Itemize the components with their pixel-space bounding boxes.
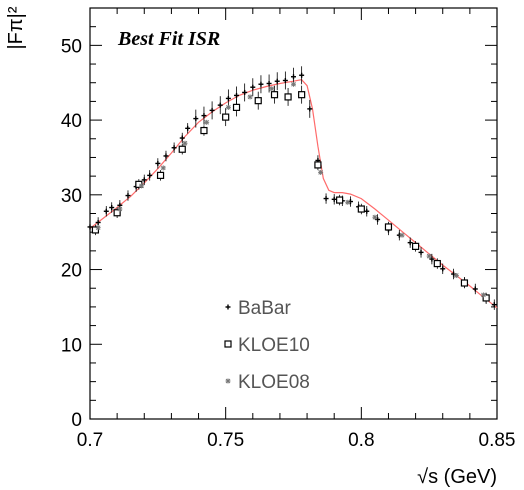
kloe08-point xyxy=(247,94,253,100)
kloe10-point xyxy=(460,279,469,287)
legend-label-babar: BaBar xyxy=(238,298,291,319)
x-tick-label: 0.7 xyxy=(77,430,103,451)
babar-point xyxy=(364,208,370,214)
kloe08-point xyxy=(318,169,324,175)
kloe08-point xyxy=(372,214,378,220)
kloe10-point xyxy=(222,113,230,121)
kloe10-point xyxy=(113,209,121,217)
babar-point xyxy=(125,193,131,199)
babar-point xyxy=(282,77,288,83)
babar-point xyxy=(266,80,272,86)
babar-point xyxy=(323,196,329,202)
chart-title: Best Fit ISR xyxy=(117,28,220,50)
kloe10-point xyxy=(357,205,365,213)
kloe08-point xyxy=(204,119,210,125)
babar-point xyxy=(171,145,177,151)
x-tick-label: 0.8 xyxy=(348,430,374,451)
babar-point xyxy=(163,153,169,159)
y-tick-label: 30 xyxy=(61,186,82,207)
babar-point xyxy=(225,95,231,101)
kloe08-point xyxy=(269,86,275,92)
babar-point xyxy=(307,106,313,112)
babar-point xyxy=(95,219,101,225)
babar-point xyxy=(331,196,337,202)
babar-point xyxy=(440,266,446,272)
babar-point xyxy=(87,224,93,230)
babar-point xyxy=(185,125,191,131)
kloe08-point xyxy=(139,183,145,189)
y-tick-label: 40 xyxy=(61,111,82,132)
fit-curve-line xyxy=(89,79,498,309)
kloe08-point xyxy=(426,253,432,259)
kloe10-point xyxy=(482,294,490,302)
babar-point xyxy=(234,92,240,98)
data-points xyxy=(87,66,497,310)
babar-point xyxy=(291,74,296,80)
kloe10-point xyxy=(270,91,279,99)
axis-ticks xyxy=(89,7,498,420)
babar-point xyxy=(103,208,109,214)
x-tick-label: 0.85 xyxy=(479,430,516,451)
kloe08-point xyxy=(182,140,188,146)
babar-point xyxy=(274,78,280,84)
babar-point xyxy=(429,256,435,262)
tick-labels: 0 10 20 30 40 50 0.7 0.75 0.8 0.85 xyxy=(61,36,516,451)
kloe10-point xyxy=(314,161,322,169)
babar-point xyxy=(472,286,478,292)
babar-point xyxy=(491,302,497,308)
kloe10-point xyxy=(284,93,292,101)
x-axis-title: √s (GeV) xyxy=(417,466,497,488)
babar-point xyxy=(242,89,248,95)
kloe08-point xyxy=(453,273,459,279)
babar-point xyxy=(217,102,223,108)
babar-point xyxy=(209,107,215,113)
y-tick-label: 0 xyxy=(71,410,82,431)
kloe10-point xyxy=(178,145,186,153)
y-axis-title: |Fπ|² xyxy=(5,6,27,49)
legend-marker-babar xyxy=(225,304,231,310)
babar-point xyxy=(299,72,305,78)
kloe10-point xyxy=(298,91,306,99)
y-tick-label: 50 xyxy=(61,36,82,57)
babar-point xyxy=(155,160,161,166)
kloe08-point xyxy=(160,165,166,171)
kloe08-point xyxy=(117,206,123,212)
babar-point xyxy=(375,216,381,222)
kloe08-point xyxy=(291,81,296,87)
legend-label-kloe08: KLOE08 xyxy=(238,372,310,393)
kloe10-point xyxy=(254,97,262,105)
x-tick-label: 0.75 xyxy=(207,430,244,451)
babar-point xyxy=(193,116,199,122)
kloe08-point xyxy=(95,225,101,231)
legend: BaBar KLOE10 KLOE08 xyxy=(224,298,310,393)
kloe10-point xyxy=(433,259,441,268)
babar-point xyxy=(179,135,185,141)
babar-point xyxy=(418,249,424,255)
kloe08-point xyxy=(345,199,351,205)
kloe10-point xyxy=(412,242,420,250)
legend-marker-kloe08 xyxy=(225,378,231,384)
babar-point xyxy=(250,84,256,90)
babar-point xyxy=(407,240,413,246)
kloe10-point xyxy=(384,223,393,231)
kloe10-point xyxy=(200,126,208,135)
kloe10-point xyxy=(336,196,344,204)
babar-point xyxy=(201,113,207,119)
y-tick-label: 10 xyxy=(61,335,82,356)
babar-point xyxy=(109,205,115,211)
legend-marker-kloe10 xyxy=(224,340,232,348)
babar-point xyxy=(258,81,264,87)
kloe08-point xyxy=(480,292,486,298)
kloe10-point xyxy=(232,103,241,111)
kloe08-point xyxy=(399,232,405,238)
babar-point xyxy=(141,177,147,183)
legend-label-kloe10: KLOE10 xyxy=(238,335,310,356)
babar-point xyxy=(147,172,153,178)
kloe08-point xyxy=(225,104,231,110)
y-tick-label: 20 xyxy=(61,261,82,282)
kloe10-point xyxy=(156,171,165,179)
